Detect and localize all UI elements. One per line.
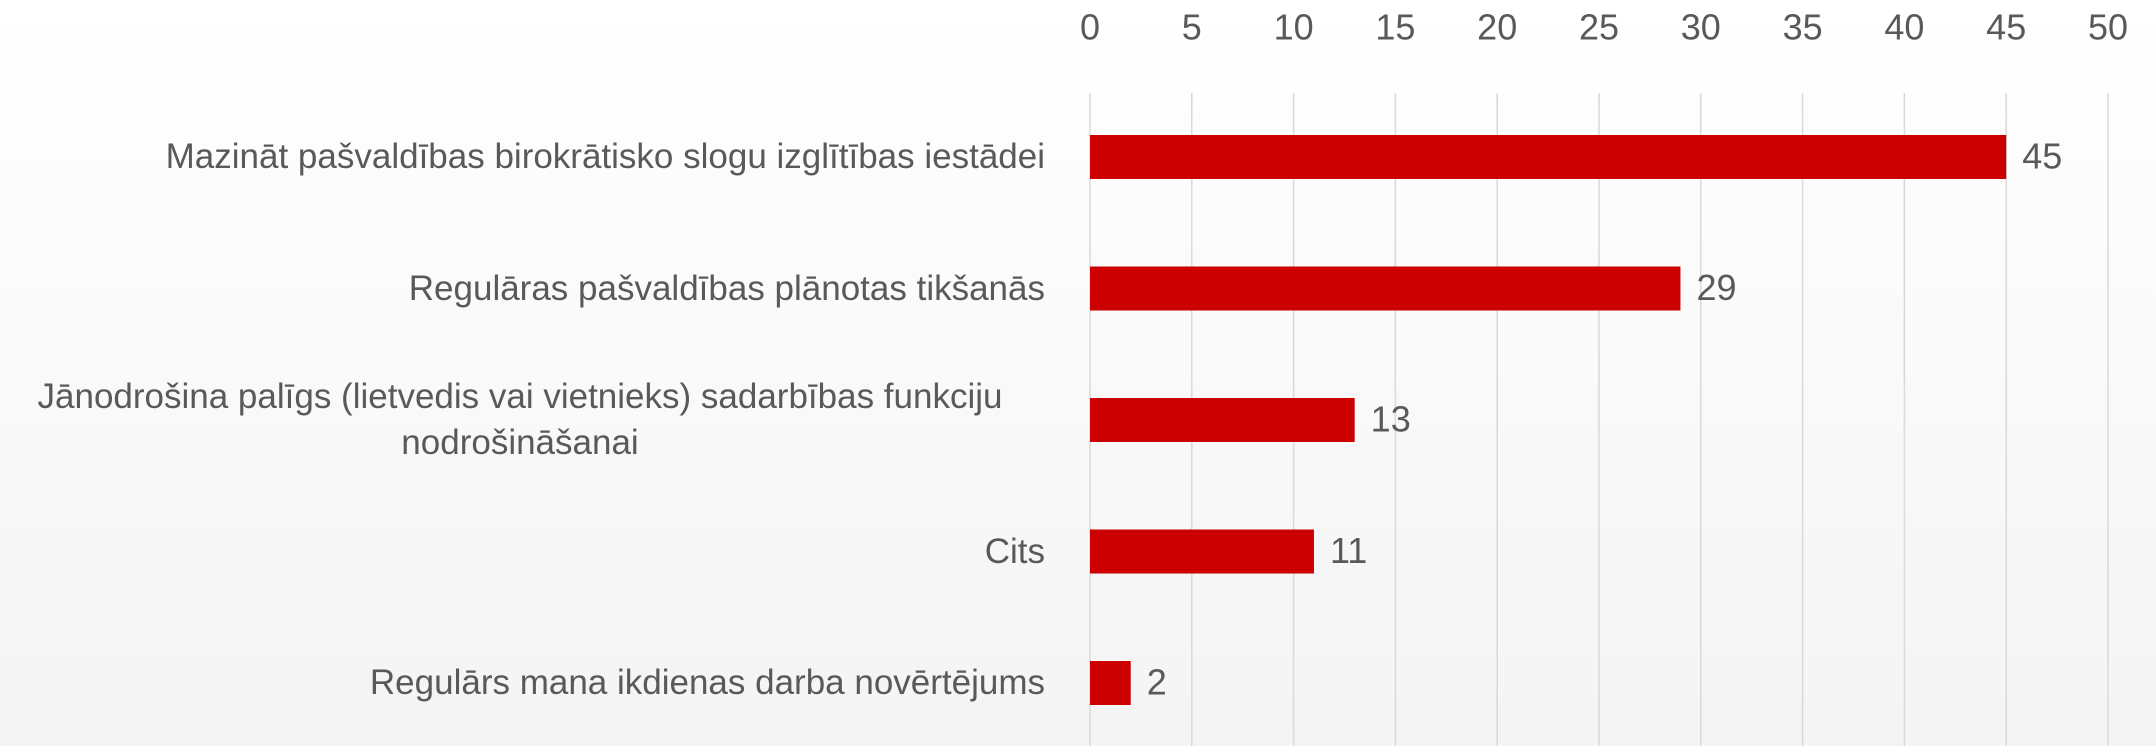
x-tick-label: 35 (1783, 7, 1823, 48)
data-label: 13 (1371, 399, 1411, 440)
data-label: 2 (1147, 662, 1167, 703)
x-tick-label: 15 (1375, 7, 1415, 48)
data-label: 29 (1696, 267, 1736, 308)
data-label: 11 (1330, 530, 1367, 571)
data-label: 45 (2022, 136, 2062, 177)
category-label-box: Regulārs mana ikdienas darba novērtējums (0, 623, 1045, 743)
bar (1090, 135, 2007, 179)
x-tick-label: 45 (1986, 7, 2026, 48)
y-tick-label: Mazināt pašvaldības birokrātisko slogu i… (165, 137, 1045, 176)
bar (1090, 661, 1131, 705)
y-tick-label: Jānodrošina palīgs (lietvedis vai vietni… (37, 377, 1003, 462)
x-tick-label: 0 (1080, 7, 1100, 48)
y-tick-label: Regulārs mana ikdienas darba novērtējums (369, 663, 1045, 702)
category-label-box: Mazināt pašvaldības birokrātisko slogu i… (0, 97, 1045, 217)
category-label-box: Cits (0, 492, 1045, 612)
x-tick-label: 5 (1182, 7, 1202, 48)
category-label-box: Regulāras pašvaldības plānotas tikšanās (0, 229, 1045, 349)
x-tick-label: 20 (1477, 7, 1517, 48)
bar (1090, 529, 1314, 574)
bar (1090, 266, 1681, 311)
x-tick-label: 50 (2088, 7, 2128, 48)
y-tick-label: Regulāras pašvaldības plānotas tikšanās (408, 268, 1045, 308)
x-tick-label: 40 (1884, 7, 1924, 48)
x-tick-label: 30 (1681, 7, 1721, 48)
x-tick-label: 25 (1579, 7, 1619, 48)
x-tick-label: 10 (1274, 7, 1314, 48)
y-tick-label: Cits (984, 531, 1045, 571)
bar (1090, 398, 1355, 442)
category-label-box: Jānodrošina palīgs (lietvedis vai vietni… (0, 360, 1045, 480)
